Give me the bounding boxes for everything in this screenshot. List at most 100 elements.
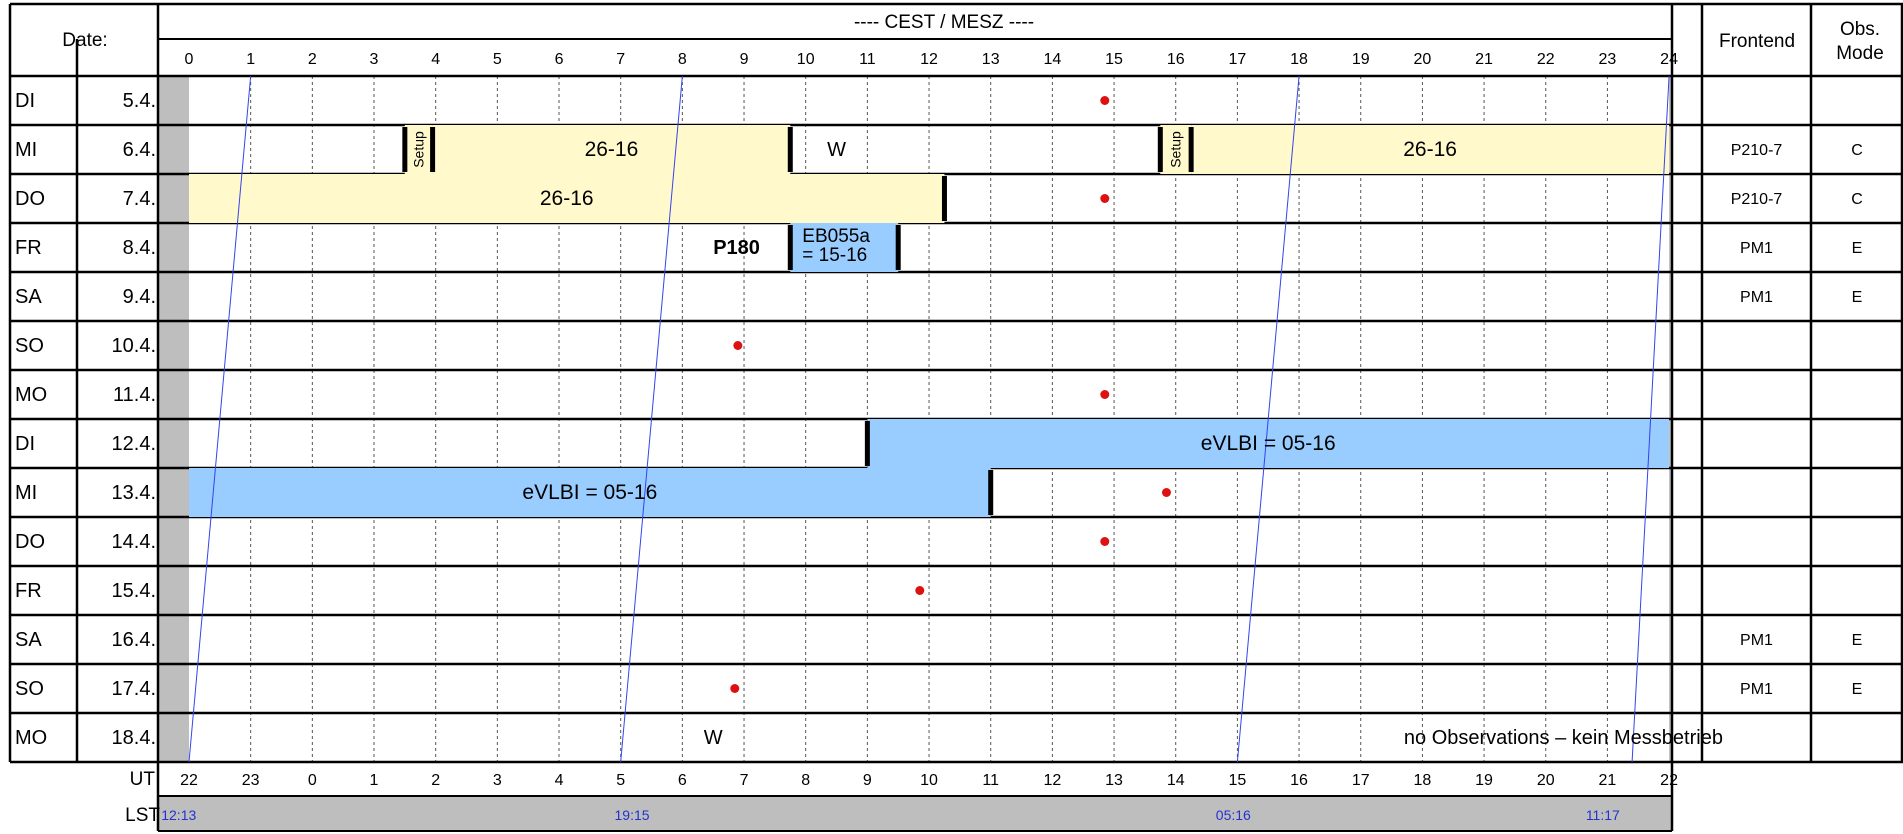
hour-tick-label: 19 [1352,51,1370,68]
row-day: SA [15,286,42,308]
hour-tick-label: 9 [740,51,749,68]
ut-tick-label: 19 [1475,772,1493,789]
hour-tick-label: 10 [797,51,815,68]
transit-dot [733,341,743,350]
hour-tick-label: 2 [308,51,317,68]
ut-tick-label: 21 [1599,772,1617,789]
lst-line [620,75,683,763]
ut-tick-label: 7 [740,772,749,789]
ut-tick-label: 20 [1537,772,1555,789]
lst-time-label: 19:15 [615,807,650,823]
frontend-header: Frontend [1719,31,1795,52]
block-label: 26-16 [1403,138,1457,161]
hour-tick-label: 7 [616,51,625,68]
lst-time-label: 11:17 [1586,807,1620,823]
hour-tick-label: 1 [246,51,255,68]
ut-tick-label: 5 [616,772,625,789]
transit-dot [1100,390,1110,399]
block-label: 26-16 [585,138,639,161]
row-day: DO [15,531,45,553]
schedule-block [189,174,945,223]
hour-tick-label: 22 [1537,51,1555,68]
schedule-block [404,125,433,174]
ut-tick-label: 1 [370,772,379,789]
hour-tick-label: 17 [1228,51,1246,68]
lst-line [1236,75,1300,763]
lst-label: LST [125,805,160,826]
row-obs-mode: C [1851,191,1863,208]
block-label: = 15-16 [802,245,867,266]
timezone-title: ---- CEST / MESZ ---- [854,12,1034,33]
mode-header: Mode [1836,43,1884,64]
hour-tick-label: 4 [431,51,440,68]
row-date: 15.4. [112,580,156,602]
hour-tick-label: 21 [1475,51,1493,68]
row-day: FR [15,580,42,602]
block-label: eVLBI = 05-16 [522,481,657,504]
ut-tick-label: 17 [1352,772,1370,789]
annotation-text: W [827,139,846,161]
ut-tick-label: 18 [1414,772,1432,789]
row-date: 17.4. [112,678,156,700]
row-date: 5.4. [123,90,156,112]
row-day: FR [15,237,42,259]
transit-dot [1100,96,1110,105]
row-day: MO [15,727,47,749]
hour-tick-label: 12 [920,51,938,68]
hour-tick-label: 23 [1599,51,1617,68]
ut-tick-label: 2 [431,772,440,789]
row-day: DI [15,433,35,455]
ut-tick-label: 8 [801,772,810,789]
row-obs-mode: C [1851,142,1863,159]
row-date: 11.4. [113,384,156,406]
row-day: MO [15,384,47,406]
row-date: 13.4. [112,482,156,504]
row-date: 10.4. [112,335,156,357]
row-frontend: PM1 [1740,289,1773,306]
transit-dot [1100,194,1110,203]
transit-dot [1161,488,1171,497]
hour-tick-label: 11 [859,51,876,68]
hour-tick-label: 14 [1043,51,1061,68]
row-date: 9.4. [123,286,156,308]
ut-tick-label: 22 [180,772,198,789]
lst-line [188,75,252,763]
row-frontend: P210-7 [1731,142,1783,159]
row-obs-mode: E [1852,681,1863,698]
hour-tick-label: 16 [1167,51,1185,68]
lst-time-label: 05:16 [1216,807,1251,823]
date-header: Date: [62,30,107,51]
transit-dot [1100,537,1110,546]
lst-time-label: 12:13 [161,807,196,823]
lst-bar [158,796,1672,831]
row-obs-mode: E [1852,632,1863,649]
row-date: 12.4. [112,433,156,455]
row-day: SA [15,629,42,651]
row-day: MI [15,139,37,161]
block-label: EB055a [802,226,870,247]
hour-tick-label: 6 [555,51,564,68]
ut-tick-label: 13 [1105,772,1123,789]
block-label: 26-16 [540,187,594,210]
annotation-text: P180 [713,237,760,259]
row-day: SO [15,335,44,357]
ut-tick-label: 4 [555,772,564,789]
schedule-block [189,468,991,517]
row-frontend: PM1 [1740,632,1773,649]
block-label: Setup [411,131,427,168]
ut-tick-label: 22 [1660,772,1678,789]
row-date: 14.4. [112,531,156,553]
schedule-block [432,125,791,174]
hour-tick-label: 8 [678,51,687,68]
transit-dot [915,586,925,595]
hour-tick-label: 18 [1290,51,1308,68]
ut-tick-label: 11 [982,772,999,789]
hour-tick-label: 5 [493,51,502,68]
hour-tick-label: 0 [185,51,194,68]
row-day: DO [15,188,45,210]
ut-tick-label: 23 [242,772,260,789]
ut-tick-label: 9 [863,772,872,789]
schedule-block [1160,125,1192,174]
row-frontend: PM1 [1740,681,1773,698]
row-date: 6.4. [123,139,156,161]
